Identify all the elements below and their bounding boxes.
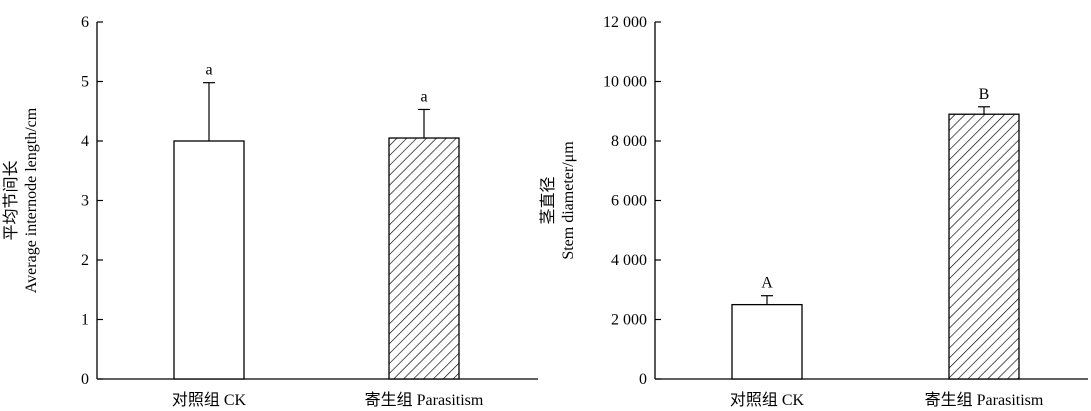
bar: [731, 303, 803, 380]
chart-stem-diameter: 0 2 000 4 000 6 000 8 000 10 000 12 000 A 对照组 CK…: [539, 14, 1088, 409]
y-axis-label-zh: 茎直径: [539, 176, 557, 224]
y-tick-label: 0: [639, 371, 647, 388]
y-tick-label: 2 000: [611, 312, 647, 329]
category-label: 寄生组 Parasitism: [365, 391, 484, 409]
y-tick-label: 6: [81, 14, 89, 31]
y-tick-label: 2: [81, 252, 89, 269]
y-tick-label: 0: [81, 371, 89, 388]
y-tick-label: 10 000: [603, 74, 647, 91]
y-axis-label-zh: 平均节间长: [2, 160, 20, 240]
y-tick-label: 3: [81, 193, 89, 210]
y-tick-label: 6 000: [611, 193, 647, 210]
y-axis-label-en: Average internode length/cm: [23, 107, 40, 293]
bar: [173, 140, 245, 380]
chart-internode-length: 0 1 2 3 4 5 6 a 对照组 CK a 寄生组 Parasitism 平均节间长 Averag…: [2, 14, 538, 409]
significance-label: A: [761, 275, 773, 292]
y-tick-label: 4: [81, 133, 89, 150]
category-label: 寄生组 Parasitism: [925, 391, 1044, 409]
bar: [388, 137, 460, 380]
significance-label: a: [420, 88, 427, 105]
significance-label: B: [979, 86, 990, 103]
y-tick-label: 8 000: [611, 133, 647, 150]
y-tick-label: 1: [81, 312, 89, 329]
category-label: 对照组 CK: [172, 391, 247, 409]
y-axis-label-en: Stem diameter/μm: [560, 141, 577, 260]
y-tick-label: 12 000: [603, 14, 647, 31]
y-tick-label: 4 000: [611, 252, 647, 269]
significance-label: a: [205, 62, 212, 79]
bar: [948, 113, 1020, 380]
category-label: 对照组 CK: [730, 391, 805, 409]
y-tick-label: 5: [81, 74, 89, 91]
